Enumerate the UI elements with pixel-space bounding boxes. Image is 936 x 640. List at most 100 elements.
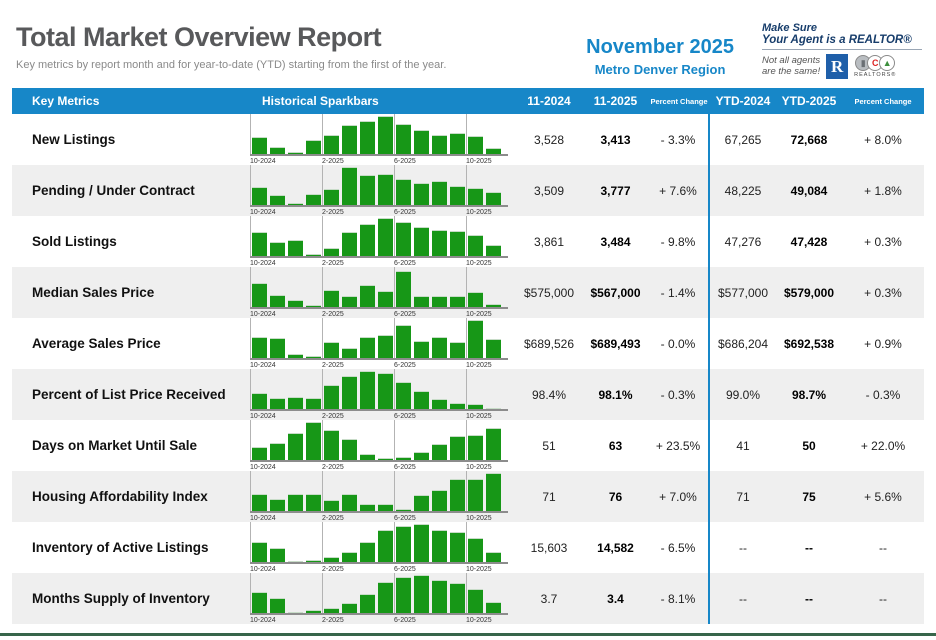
value-ytd-percent-change: + 1.8%: [864, 183, 902, 198]
sparkbar-axis-label: 10-2025: [466, 617, 492, 624]
sparkbar-gridline: [322, 318, 323, 360]
sparkbar-gridline: [394, 522, 395, 564]
sparkbar-axis-label: 10-2024: [250, 209, 276, 216]
sparkbar-bar: [324, 430, 339, 460]
value-ytd-percent-change: + 0.3%: [864, 234, 902, 249]
sparkbar-bar: [450, 436, 465, 460]
table-row: Percent of List Price Received 10-2024 2-2…: [12, 369, 924, 420]
sparkbar-axis-label: 2-2025: [322, 515, 344, 522]
col-header-month-2024: 11-2024: [527, 94, 571, 108]
sparkbar-gridline: [394, 216, 395, 258]
sparkbar-bar: [252, 542, 267, 562]
table-row: Months Supply of Inventory 10-2024 2-2025 6…: [12, 573, 924, 624]
sparkbar-bar: [486, 148, 501, 154]
sparkbar-bar: [378, 218, 393, 256]
sparkbar-gridline: [322, 114, 323, 156]
sparkbar-baseline: [250, 613, 508, 615]
sparkbar-bar: [324, 557, 339, 562]
sparkbar-bar: [270, 338, 285, 358]
sparkbar-cell: 10-2024 2-2025 6-2025 10-2025: [248, 318, 515, 369]
sparkbar-axis-label: 6-2025: [394, 515, 416, 522]
sparkbar-bar: [306, 422, 321, 460]
sparkbar-gridline: [394, 114, 395, 156]
sparkbar-axis-label: 10-2024: [250, 158, 276, 165]
sparkbar-axis-label: 10-2024: [250, 566, 276, 573]
sparkbar-gridline: [394, 369, 395, 411]
sparkbar-chart: 10-2024 2-2025 6-2025 10-2025: [250, 573, 508, 624]
value-ytd-percent-change: + 5.6%: [864, 489, 902, 504]
sparkbar-gridline: [394, 573, 395, 615]
sparkbar-bar: [396, 325, 411, 358]
sparkbar-axis-label: 6-2025: [394, 464, 416, 471]
value-percent-change: + 23.5%: [648, 420, 710, 471]
logo-tagline-main: Your Agent is a REALTOR®: [762, 34, 922, 50]
sparkbar-bar: [342, 552, 357, 562]
value-month-2024: 3,528: [533, 132, 565, 147]
sparkbar-gridline: [466, 216, 467, 258]
sparkbar-bar: [468, 404, 483, 409]
sparkbar-gridline: [466, 318, 467, 360]
value-percent-change: - 8.1%: [648, 573, 710, 624]
report-month: November 2025: [586, 36, 734, 58]
table-row: Pending / Under Contract 10-2024 2-2025 6-2…: [12, 165, 924, 216]
value-ytd-2024: 99.0%: [725, 387, 761, 402]
sparkbar-bar: [306, 140, 321, 154]
sparkbar-gridline: [394, 420, 395, 462]
sparkbar-bar: [486, 428, 501, 460]
metric-name: Inventory of Active Listings: [32, 540, 209, 555]
metric-name: New Listings: [32, 132, 116, 147]
sparkbar-bar: [360, 285, 375, 307]
sparkbar-bar: [360, 175, 375, 205]
value-ytd-2024: 47,276: [724, 234, 762, 249]
sparkbar-bar: [252, 494, 267, 511]
table-row: Average Sales Price 10-2024 2-2025 6-2025 10…: [12, 318, 924, 369]
logo-slogan: Not all agents are the same!: [762, 55, 821, 78]
sparkbar-bar: [468, 538, 483, 562]
value-ytd-2025: 47,428: [790, 234, 828, 249]
sparkbar-bar: [396, 179, 411, 205]
sparkbar-bar: [432, 444, 447, 460]
sparkbar-bar: [396, 457, 411, 460]
sparkbar-bar: [360, 504, 375, 511]
logo-slogan-line2: are the same!: [762, 65, 821, 77]
table-row: Days on Market Until Sale 10-2024 2-2025 6-…: [12, 420, 924, 471]
sparkbar-axis-label: 10-2025: [466, 158, 492, 165]
sparkbar-axis-label: 10-2024: [250, 515, 276, 522]
sparkbar-gridline: [250, 114, 251, 156]
sparkbar-gridline: [250, 267, 251, 309]
sparkbar-chart: 10-2024 2-2025 6-2025 10-2025: [250, 522, 508, 573]
sparkbar-bar: [306, 494, 321, 511]
sparkbar-bar: [252, 137, 267, 154]
sparkbar-bar: [288, 433, 303, 460]
sparkbar-bar: [270, 398, 285, 409]
col-header-key-metrics: Key Metrics: [32, 94, 100, 108]
sparkbar-axis-label: 6-2025: [394, 311, 416, 318]
metrics-table-header: Key Metrics Historical Sparkbars 11-2024…: [12, 88, 924, 114]
car-logo-circles: ▮ C ▲: [855, 55, 896, 71]
sparkbar-gridline: [466, 267, 467, 309]
value-ytd-percent-change: --: [879, 591, 887, 606]
value-ytd-2025: --: [805, 540, 813, 555]
value-month-2025: $567,000: [590, 285, 641, 300]
sparkbar-bar: [432, 530, 447, 562]
sparkbar-gridline: [466, 369, 467, 411]
sparkbar-bar: [288, 494, 303, 511]
table-row: Median Sales Price 10-2024 2-2025 6-2025 10-…: [12, 267, 924, 318]
sparkbar-bar: [270, 598, 285, 613]
value-month-2025: 3.4: [607, 591, 624, 606]
value-month-2024: 51: [542, 438, 556, 453]
sparkbar-bar: [486, 245, 501, 256]
report-period-block: November 2025 Metro Denver Region: [586, 14, 734, 77]
sparkbar-bar: [342, 376, 357, 409]
sparkbar-gridline: [466, 114, 467, 156]
colorado-realtors-logo: ▮ C ▲ REALTORS®: [854, 55, 896, 78]
value-ytd-percent-change: --: [879, 540, 887, 555]
sparkbar-bar: [306, 560, 321, 562]
metric-name: Average Sales Price: [32, 336, 161, 351]
sparkbar-bar: [324, 248, 339, 256]
sparkbar-bar: [468, 589, 483, 613]
value-ytd-2024: --: [739, 540, 747, 555]
sparkbar-gridline: [250, 420, 251, 462]
sparkbar-bars: [252, 371, 504, 409]
sparkbar-bar: [432, 230, 447, 256]
